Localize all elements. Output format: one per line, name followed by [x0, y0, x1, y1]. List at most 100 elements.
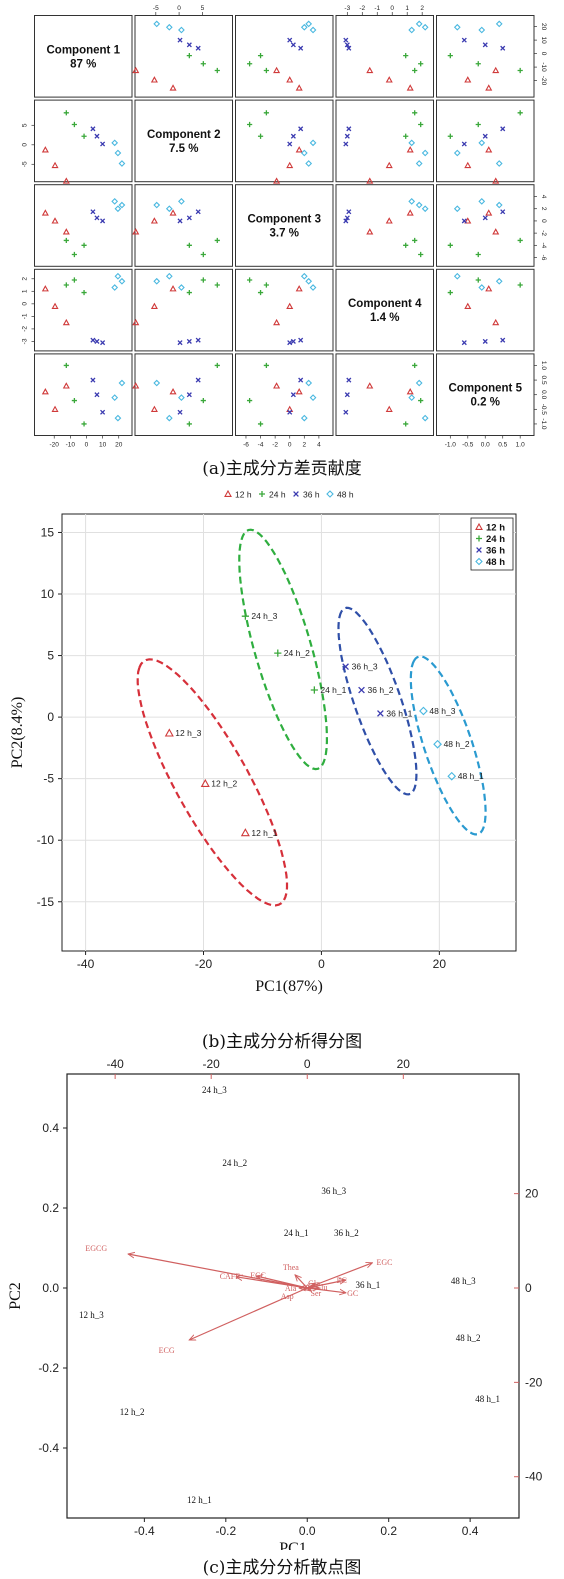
diagonal-title: Component 5	[449, 383, 523, 395]
pairs-point	[132, 382, 140, 389]
pairs-point	[177, 37, 183, 43]
tick-label: -20	[540, 76, 547, 86]
pairs-point	[214, 362, 220, 369]
x-tick-label: 0	[318, 957, 325, 971]
x-tick-label: -20	[195, 957, 213, 971]
pairs-point	[287, 340, 293, 346]
score-point	[433, 739, 442, 749]
pairs-point	[200, 251, 206, 258]
pairs-point	[366, 228, 374, 235]
pairs-point	[114, 272, 122, 280]
point-label: 36 h_2	[368, 685, 394, 695]
pairs-point	[153, 20, 161, 28]
pairs-point	[517, 110, 523, 116]
pairs-point	[90, 209, 96, 215]
tick-label: -6	[540, 255, 547, 261]
pairs-point	[94, 338, 100, 344]
pairs-point	[263, 282, 269, 288]
tick-label: 1.0	[516, 442, 525, 449]
pairs-point	[153, 379, 161, 387]
pairs-point	[214, 237, 220, 244]
pairs-point	[408, 198, 416, 205]
pairs-point	[290, 42, 296, 48]
tick-label: 4	[317, 442, 321, 449]
score-plot: 12 h 24 h 36 h 48 h-40 -20 0 20151050-5-10-15P…	[9, 490, 517, 995]
pairs-point	[94, 133, 100, 139]
pairs-point	[186, 53, 192, 59]
pairs-point	[298, 377, 304, 383]
score-point	[342, 663, 349, 670]
pairs-point	[492, 66, 500, 74]
pairs-point	[298, 337, 304, 343]
loading-arrow	[307, 1263, 372, 1289]
pairs-point	[500, 209, 506, 215]
score-point	[358, 686, 365, 694]
pairs-point	[343, 409, 349, 415]
pairs-point	[421, 149, 429, 157]
pairs-point	[475, 277, 481, 283]
legend-label: 24 h	[486, 534, 505, 545]
pairs-cell-4-4	[335, 268, 434, 352]
top-legend-label: 12 h	[235, 490, 252, 500]
pairs-point	[403, 242, 409, 248]
pairs-point	[150, 302, 158, 309]
pairs-point	[366, 177, 374, 184]
point-label: 36 h_3	[352, 662, 378, 672]
tick-label: -20	[50, 442, 60, 449]
score-point	[164, 728, 174, 737]
tick-label: -1.0	[540, 418, 547, 430]
pairs-point	[114, 414, 122, 422]
y-tick-label: -5	[43, 772, 54, 786]
y-axis-label: PC2(8.4%)	[9, 697, 26, 769]
pairs-point	[485, 146, 493, 153]
pairs-point	[118, 379, 126, 387]
tick-label: -3	[344, 5, 350, 12]
point-label: 24 h_2	[284, 648, 310, 658]
pairs-point	[286, 161, 294, 169]
x-tick-label: 0.4	[462, 1524, 479, 1538]
caption-b: (b)主成分分析得分图	[201, 1032, 363, 1052]
pairs-point	[273, 66, 281, 74]
pairs-point	[114, 205, 122, 213]
pairs-point	[295, 388, 303, 395]
pairs-point	[150, 405, 158, 412]
pairs-point	[169, 285, 177, 292]
pairs-point	[263, 362, 269, 369]
legend-marker	[476, 547, 482, 553]
pairs-point	[344, 392, 350, 398]
pairs-cell-2-2	[134, 99, 233, 183]
pairs-point	[263, 110, 269, 116]
tick-label: -1.0	[445, 442, 457, 449]
loading-label: Gln	[308, 1279, 320, 1288]
x-axis-label: PC1	[279, 1540, 307, 1550]
pairs-point	[309, 394, 317, 402]
legend-label: 48 h	[486, 557, 505, 568]
pairs-point	[447, 289, 453, 296]
tick-label: -5	[22, 161, 29, 167]
x-tick-label: -40	[77, 957, 95, 971]
pairs-point	[177, 340, 183, 346]
pairs-point	[406, 209, 414, 216]
pairs-point	[178, 284, 185, 291]
tick-label: -1	[374, 5, 380, 12]
pairs-point	[195, 45, 201, 51]
pairs-point	[421, 23, 429, 31]
pairs-point	[118, 160, 126, 167]
tick-label: 0.0	[481, 442, 490, 449]
confidence-ellipse	[337, 606, 418, 796]
tick-label: -2	[540, 230, 547, 236]
loading-label: Ala	[285, 1284, 297, 1293]
tick-label: 0	[540, 219, 547, 223]
score-point	[274, 649, 282, 657]
pairs-cell-1-2	[134, 15, 233, 98]
pairs-point	[169, 209, 177, 216]
diagonal-title: Component 4	[348, 298, 422, 310]
pairs-point	[63, 282, 69, 288]
loading-label: ECC	[250, 1271, 266, 1280]
pairs-point	[111, 198, 119, 205]
diagonal-title: Component 2	[147, 129, 220, 141]
tick-label: 0.0	[540, 390, 547, 399]
pairs-point	[415, 20, 423, 28]
x-tick-label: 20	[433, 957, 447, 971]
pairs-cell-4-2	[134, 268, 233, 352]
